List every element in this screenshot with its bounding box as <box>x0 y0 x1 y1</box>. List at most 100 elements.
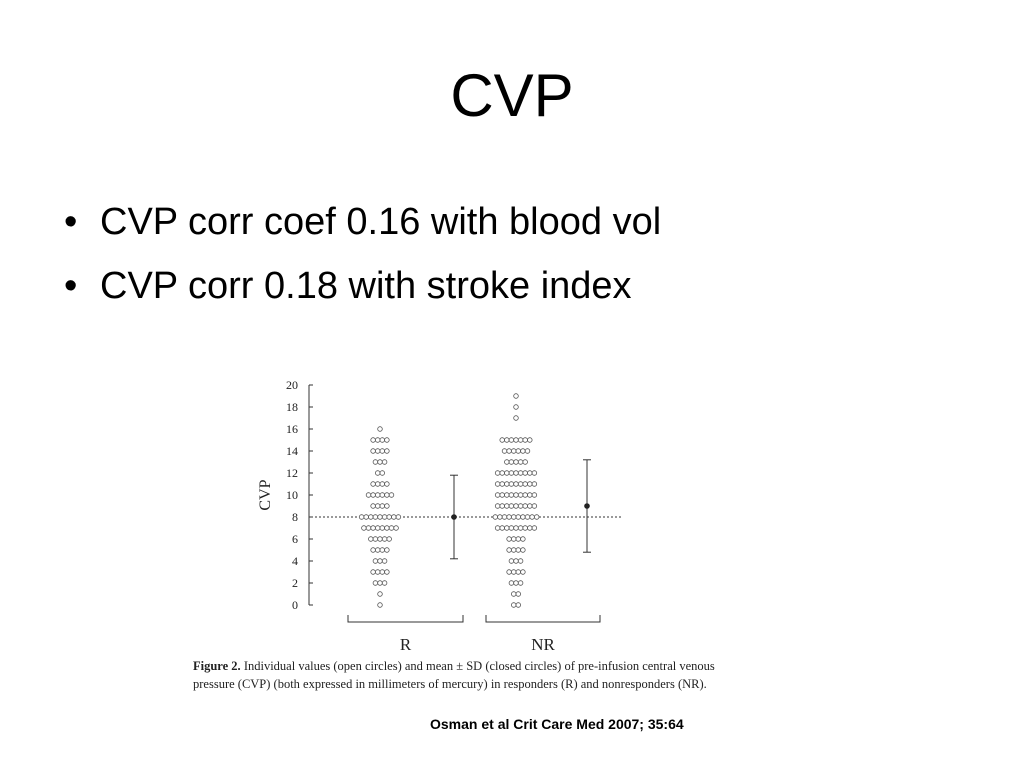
data-point <box>372 459 379 465</box>
data-point <box>504 492 510 498</box>
data-point <box>515 514 521 520</box>
data-point <box>377 602 383 608</box>
data-point <box>374 437 381 443</box>
data-point <box>511 448 517 454</box>
data-point <box>384 492 390 498</box>
mean-point <box>584 503 590 509</box>
data-point <box>515 547 521 553</box>
data-point <box>492 514 498 520</box>
data-point <box>504 481 510 487</box>
data-point <box>377 536 383 542</box>
data-point <box>372 558 379 564</box>
data-point <box>513 459 519 465</box>
y-tick-label: 10 <box>286 488 298 502</box>
figure-caption: Figure 2. Individual values (open circle… <box>193 657 753 693</box>
data-point <box>517 558 524 564</box>
category-label: NR <box>531 635 555 654</box>
category-label: R <box>400 635 412 654</box>
data-point <box>494 525 501 531</box>
data-point <box>531 492 538 498</box>
bullet-text: CVP corr 0.18 with stroke index <box>100 265 632 307</box>
y-tick-label: 20 <box>286 378 298 392</box>
data-point <box>365 525 372 531</box>
data-point <box>508 558 515 564</box>
y-tick-label: 18 <box>286 400 298 414</box>
data-point <box>511 536 517 542</box>
data-point <box>534 514 540 520</box>
bullet-item: • CVP corr 0.18 with stroke index <box>60 254 661 318</box>
data-point <box>517 437 524 443</box>
y-tick-label: 0 <box>292 598 298 612</box>
data-point <box>513 492 519 498</box>
data-point <box>370 525 376 531</box>
data-point <box>377 459 383 465</box>
y-tick-label: 14 <box>286 444 298 458</box>
data-point <box>527 437 533 443</box>
data-point <box>384 569 390 575</box>
data-point <box>497 514 503 520</box>
data-point <box>384 437 390 443</box>
data-point <box>513 393 519 399</box>
data-point <box>508 470 515 476</box>
data-point <box>384 448 390 454</box>
data-point <box>522 437 528 443</box>
data-point <box>384 547 390 553</box>
data-point <box>508 437 515 443</box>
data-point <box>388 525 395 531</box>
data-point <box>370 437 376 443</box>
data-point <box>374 448 381 454</box>
group-bracket <box>485 615 601 623</box>
y-tick-label: 2 <box>292 576 298 590</box>
data-point <box>504 437 510 443</box>
data-point <box>511 591 517 597</box>
data-point <box>381 580 388 586</box>
y-tick-label: 12 <box>286 466 298 480</box>
data-point <box>515 536 521 542</box>
bullet-text: CVP corr coef 0.16 with blood vol <box>100 201 662 243</box>
data-point <box>517 470 524 476</box>
data-point <box>513 503 519 509</box>
data-point <box>379 481 385 487</box>
data-point <box>517 481 524 487</box>
data-point <box>374 547 381 553</box>
data-point <box>513 470 519 476</box>
y-axis-label: CVP <box>257 479 274 510</box>
data-point <box>515 591 521 597</box>
data-point <box>517 580 524 586</box>
data-point <box>501 514 508 520</box>
y-tick-label: 16 <box>286 422 298 436</box>
y-tick-label: 8 <box>292 510 298 524</box>
citation: Osman et al Crit Care Med 2007; 35:64 <box>430 716 684 732</box>
data-point <box>377 591 383 597</box>
data-point <box>513 525 519 531</box>
data-point <box>508 481 515 487</box>
data-point <box>368 536 374 542</box>
data-point <box>377 580 383 586</box>
bullet-dot: • <box>64 265 78 307</box>
mean-point <box>451 514 457 520</box>
data-point <box>494 492 501 498</box>
data-point <box>508 580 515 586</box>
slide-title: CVP <box>450 62 574 129</box>
data-point <box>393 525 399 531</box>
bullet-item: • CVP corr coef 0.16 with blood vol <box>60 190 661 254</box>
data-point <box>522 503 528 509</box>
data-point <box>522 525 528 531</box>
data-point <box>501 448 508 454</box>
data-point <box>506 547 512 553</box>
data-point <box>379 492 385 498</box>
data-point <box>520 536 526 542</box>
data-point <box>381 459 388 465</box>
y-tick-label: 4 <box>292 554 298 568</box>
data-point <box>508 503 515 509</box>
data-point <box>520 514 526 520</box>
data-point <box>384 481 390 487</box>
data-point <box>527 525 533 531</box>
data-point <box>520 569 526 575</box>
data-point <box>377 514 383 520</box>
data-point <box>499 525 505 531</box>
data-point <box>381 514 388 520</box>
data-point <box>513 481 519 487</box>
data-point <box>374 492 381 498</box>
data-point <box>508 492 515 498</box>
